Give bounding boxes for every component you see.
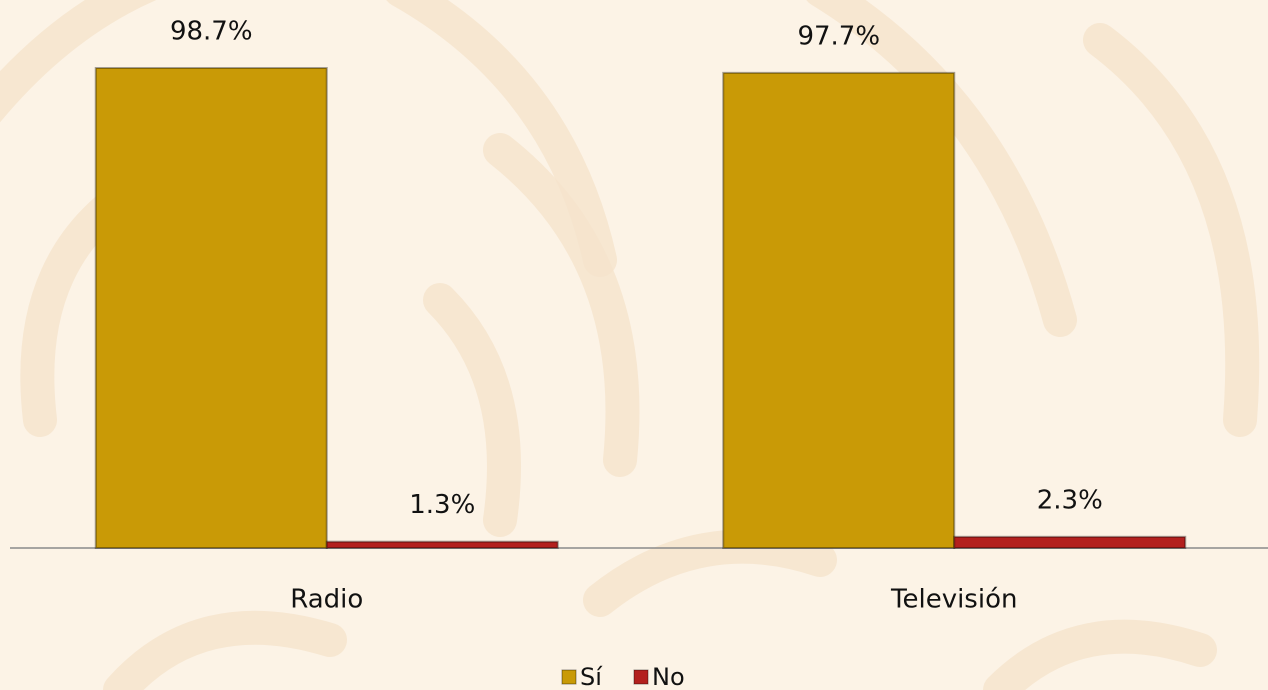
x-tick-label: Televisión <box>890 585 1017 615</box>
bar <box>94 67 328 549</box>
bar <box>325 540 559 549</box>
value-label: 1.3% <box>409 490 475 520</box>
value-label: 98.7% <box>170 17 253 47</box>
legend-label: No <box>652 663 685 690</box>
bar <box>953 535 1187 549</box>
legend-swatch <box>561 669 577 685</box>
legend-label: Sí <box>580 663 603 690</box>
value-label: 2.3% <box>1037 485 1103 515</box>
bar <box>722 71 956 549</box>
legend-swatch <box>633 669 649 685</box>
x-tick-label: Radio <box>290 585 363 615</box>
value-label: 97.7% <box>797 21 880 51</box>
